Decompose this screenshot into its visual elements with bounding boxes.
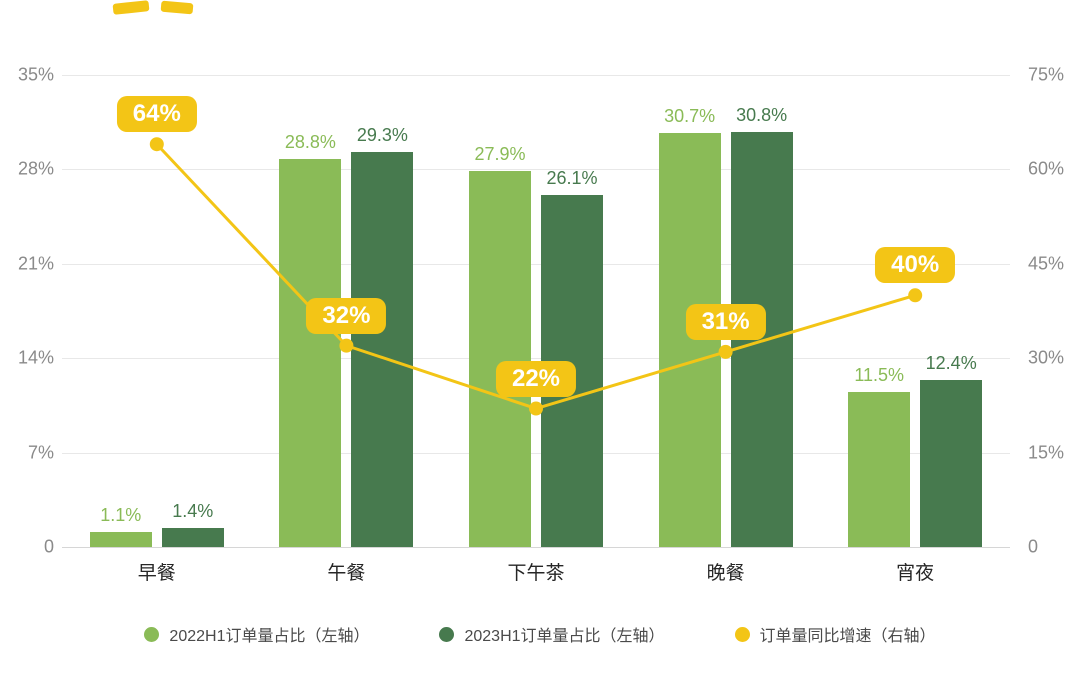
gridline — [62, 358, 1010, 360]
cropped-yellow-artifact — [160, 0, 194, 15]
bar — [469, 170, 531, 547]
growth-value-pill: 22% — [495, 360, 577, 397]
bar — [658, 133, 721, 547]
growth-value-pill: 31% — [685, 303, 766, 340]
bar-value-label: 12.4% — [925, 352, 977, 373]
bar-value-label: 1.4% — [172, 501, 214, 522]
right-axis-tick: 0 — [1028, 536, 1039, 557]
category-label: 下午茶 — [507, 563, 565, 584]
right-axis: 75% 60% 45% 30% 15% 0 — [1018, 65, 1078, 557]
category-label: 午餐 — [327, 563, 366, 584]
legend-dot — [734, 626, 750, 642]
right-axis-tick: 75% — [1028, 64, 1065, 85]
bar-value-label: 27.9% — [474, 143, 526, 164]
left-axis: 35% 28% 21% 14% 7% 0 — [0, 65, 54, 557]
bar-value-label: 30.8% — [736, 104, 788, 125]
right-axis-tick: 60% — [1028, 158, 1065, 179]
line-point — [339, 338, 354, 353]
line-point — [149, 137, 164, 152]
gridline — [62, 263, 1010, 265]
legend-dot — [144, 626, 160, 642]
growth-value-pill: 64% — [116, 96, 197, 133]
right-axis-tick: 30% — [1028, 347, 1065, 368]
left-axis-tick: 0 — [43, 536, 54, 557]
left-axis-tick: 28% — [17, 158, 54, 179]
category-label: 宵夜 — [896, 563, 935, 584]
legend-item: 2023H1订单量占比（左轴） — [439, 622, 665, 646]
legend-item: 2022H1订单量占比（左轴） — [144, 622, 369, 646]
line-point — [718, 344, 733, 359]
gridline — [62, 547, 1010, 548]
left-axis-tick: 21% — [17, 253, 54, 274]
growth-value-pill: 40% — [875, 247, 956, 284]
plot-area: 1.1% 28.8% 27.9% 30.7% 11.5% 1.4% 29.3% 26.1% 30… — [62, 75, 1010, 548]
bar-value-label: 11.5% — [854, 364, 905, 385]
legend: 2022H1订单量占比（左轴） 2023H1订单量占比（左轴） 订单量同比增速（右轴… — [0, 622, 1080, 646]
bar — [89, 532, 152, 547]
line-point — [529, 401, 543, 416]
bar — [848, 391, 911, 547]
legend-item: 订单量同比增速（右轴） — [734, 622, 936, 646]
left-axis-tick: 35% — [17, 64, 54, 85]
legend-label: 2022H1订单量占比（左轴） — [169, 628, 370, 645]
right-axis-tick: 45% — [1028, 253, 1065, 274]
category-label: 晚餐 — [706, 563, 745, 584]
category-label: 早餐 — [137, 563, 176, 584]
right-axis-tick: 15% — [1028, 442, 1065, 463]
cropped-yellow-artifact — [112, 0, 150, 15]
gridline — [62, 169, 1010, 171]
x-axis: 早餐 午餐 下午茶 晚餐 宵夜 — [62, 558, 1010, 584]
line-point — [908, 288, 923, 303]
left-axis-tick: 7% — [27, 442, 54, 463]
growth-value-pill: 32% — [306, 297, 387, 334]
bar — [920, 379, 983, 547]
bar-value-label: 29.3% — [356, 124, 408, 145]
growth-line — [149, 137, 923, 416]
bar-value-label: 30.7% — [664, 105, 716, 126]
bar-value-label: 26.1% — [546, 168, 598, 189]
bar-value-label: 1.1% — [100, 505, 142, 526]
gridline — [62, 452, 1010, 454]
bar — [279, 158, 342, 547]
left-axis-tick: 14% — [17, 347, 54, 368]
bar — [161, 528, 224, 547]
bar-value-label: 28.8% — [284, 131, 336, 152]
legend-label: 2023H1订单量占比（左轴） — [464, 628, 665, 645]
legend-dot — [439, 626, 455, 642]
legend-label: 订单量同比增速（右轴） — [759, 628, 936, 645]
gridline — [62, 75, 1010, 76]
